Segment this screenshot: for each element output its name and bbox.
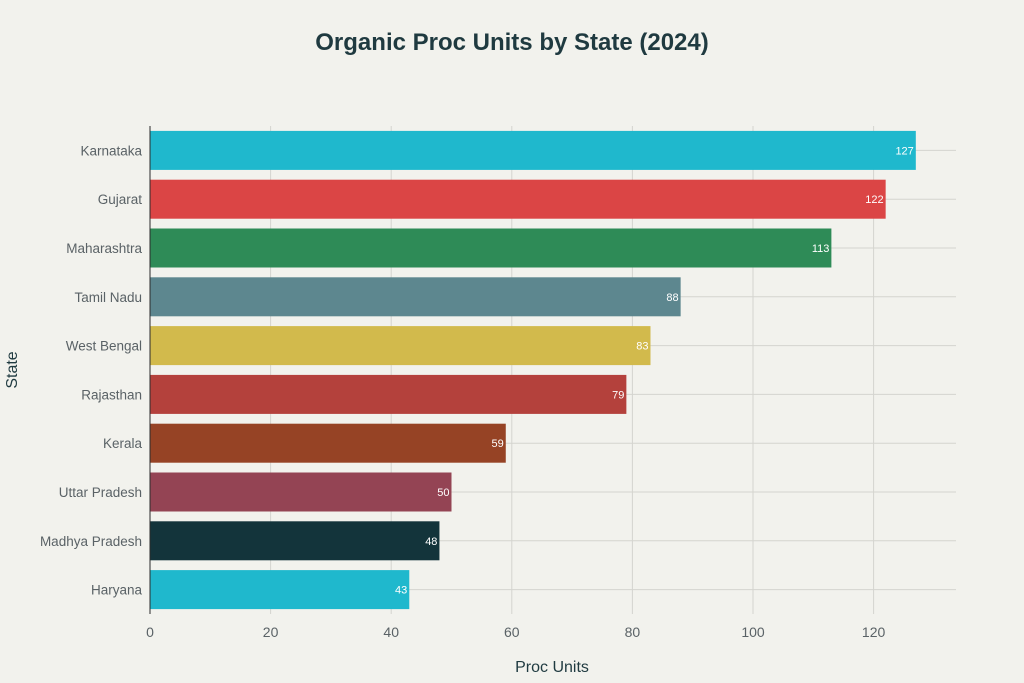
bar <box>150 472 452 512</box>
bar <box>150 277 681 317</box>
bar <box>150 570 410 610</box>
y-tick-label: Uttar Pradesh <box>59 485 142 500</box>
y-tick-label: Kerala <box>103 436 143 451</box>
y-axis-ticks: Karnataka Gujarat Maharashtra Tamil Nadu Wes… <box>40 143 143 597</box>
bar-value-label: 79 <box>612 389 624 401</box>
y-tick-label: Gujarat <box>98 192 143 207</box>
data-labels: 127 122 113 88 83 79 59 50 48 43 <box>395 145 914 596</box>
bar-value-label: 43 <box>395 585 407 597</box>
bars <box>150 130 916 610</box>
bar-value-label: 122 <box>865 194 883 206</box>
x-tick-label: 120 <box>862 624 886 640</box>
y-tick-label: Tamil Nadu <box>74 290 142 305</box>
x-tick-label: 100 <box>741 624 765 640</box>
y-tick-label: Karnataka <box>80 143 142 158</box>
y-axis-title: State <box>4 351 21 388</box>
x-tick-label: 40 <box>383 624 399 640</box>
bar-value-label: 127 <box>895 145 913 157</box>
bar <box>150 326 651 366</box>
y-tick-label: West Bengal <box>66 339 142 354</box>
y-tick-label: Rajasthan <box>81 387 142 402</box>
bar-value-label: 50 <box>437 487 449 499</box>
bar-value-label: 48 <box>425 536 437 548</box>
x-tick-label: 80 <box>625 624 641 640</box>
x-tick-label: 60 <box>504 624 520 640</box>
bar <box>150 521 440 561</box>
bar <box>150 374 627 414</box>
bar-value-label: 88 <box>666 292 678 304</box>
x-axis-title: Proc Units <box>515 659 589 676</box>
y-tick-label: Maharashtra <box>66 241 142 256</box>
y-tick-label: Haryana <box>91 583 143 598</box>
bar-value-label: 113 <box>812 243 830 255</box>
bar <box>150 130 916 170</box>
x-axis-ticks: 0 20 40 60 80 100 120 <box>146 624 885 640</box>
bar-value-label: 83 <box>636 341 648 353</box>
y-tick-label: Madhya Pradesh <box>40 534 142 549</box>
bar-value-label: 59 <box>492 438 504 450</box>
bar <box>150 179 886 219</box>
chart-title: Organic Proc Units by State (2024) <box>315 29 708 56</box>
x-tick-label: 0 <box>146 624 154 640</box>
bar <box>150 423 506 463</box>
bar <box>150 228 832 268</box>
x-tick-label: 20 <box>263 624 279 640</box>
